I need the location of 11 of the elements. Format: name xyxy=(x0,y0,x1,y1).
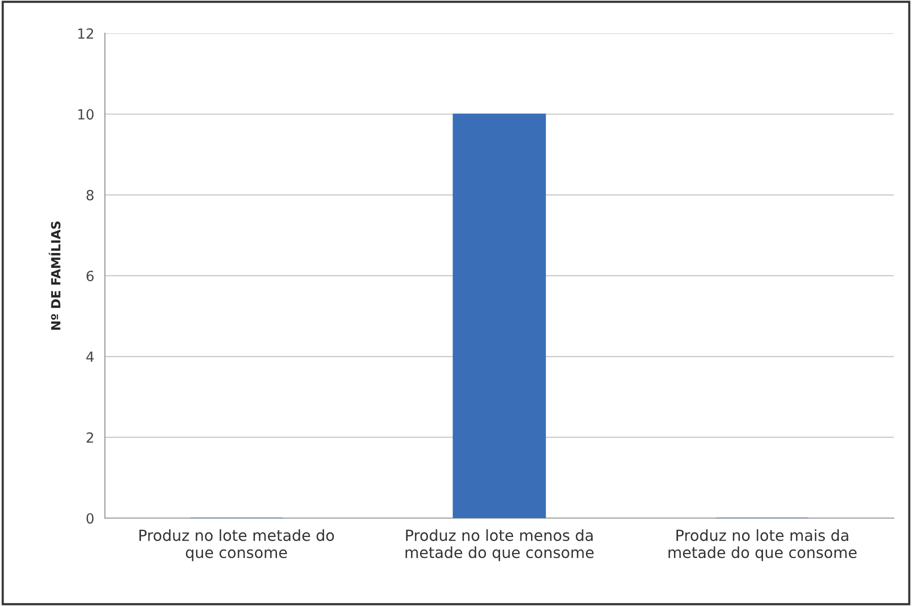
y-tick-label: 6 xyxy=(86,270,94,282)
y-tick-label: 4 xyxy=(86,352,94,362)
x-tick-label: Produz no lote metade do que consome xyxy=(139,529,334,562)
y-tick-label: 10 xyxy=(78,109,94,120)
y-tick-label: 2 xyxy=(86,432,94,443)
x-tick-label: Produz no lote menos da metade do que consome xyxy=(406,529,594,562)
y-tick-label: 0 xyxy=(86,513,94,524)
y-tick-label: 8 xyxy=(86,190,94,200)
y-tick-label: 12 xyxy=(78,28,94,39)
y-axis-title: Nº DE FAMÍLIAS xyxy=(48,222,60,330)
x-tick-label: Produz no lote mais da metade do que consome xyxy=(668,529,857,562)
